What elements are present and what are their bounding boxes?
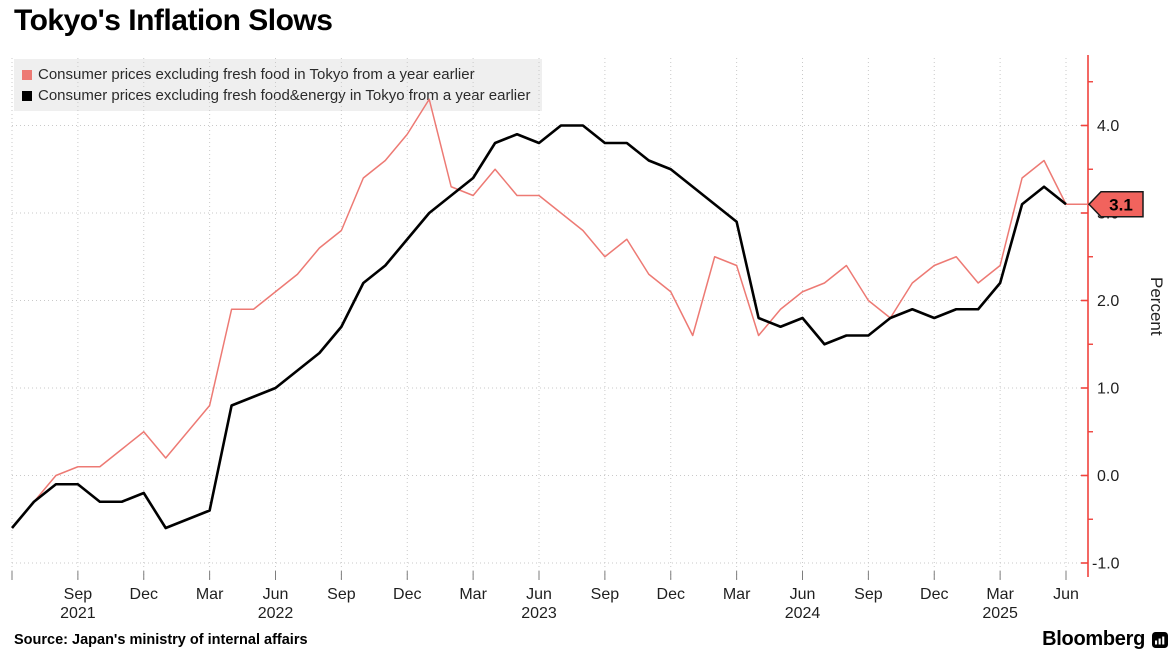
last-value-badge bbox=[1087, 191, 1144, 218]
x-tick-label: Jun bbox=[1053, 586, 1079, 603]
legend-label: Consumer prices excluding fresh food in … bbox=[38, 66, 475, 83]
x-tick-label: Sep bbox=[591, 586, 620, 603]
x-year-label: 2024 bbox=[785, 605, 821, 622]
x-tick-label: Mar bbox=[723, 586, 751, 603]
x-year-label: 2025 bbox=[982, 605, 1018, 622]
x-tick-label: Jun bbox=[790, 586, 816, 603]
x-year-label: 2021 bbox=[60, 605, 96, 622]
series-ex-fresh-food-line bbox=[11, 98, 1088, 529]
bloomberg-wordmark: Bloomberg bbox=[1042, 628, 1145, 650]
y-axis-title: Percent bbox=[1147, 277, 1166, 336]
y-tick-label: 4.0 bbox=[1097, 118, 1119, 135]
x-tick-label: Sep bbox=[854, 586, 883, 603]
x-tick-label: Dec bbox=[920, 586, 948, 603]
x-tick-label: Jun bbox=[526, 586, 552, 603]
legend-item-ex-fresh-food: Consumer prices excluding fresh food in … bbox=[22, 64, 530, 85]
legend-label: Consumer prices excluding fresh food&ene… bbox=[38, 87, 531, 104]
x-year-label: 2022 bbox=[258, 605, 294, 622]
series-ex-fresh-food-energy-line bbox=[11, 124, 1067, 530]
bloomberg-logo: Bloomberg bbox=[1042, 628, 1168, 651]
last-value-label: 3.1 bbox=[1109, 195, 1133, 214]
legend-swatch-black bbox=[22, 90, 32, 101]
legend-item-ex-fresh-food-energy: Consumer prices excluding fresh food&ene… bbox=[22, 85, 530, 106]
bloomberg-icon bbox=[1152, 631, 1168, 648]
x-tick-label: Mar bbox=[196, 586, 224, 603]
x-tick-label: Mar bbox=[986, 586, 1014, 603]
y-tick-label: -1.0 bbox=[1092, 556, 1120, 573]
x-tick-label: Dec bbox=[657, 586, 685, 603]
x-tick-label: Sep bbox=[327, 586, 356, 603]
x-tick-label: Sep bbox=[64, 586, 93, 603]
source-note: Source: Japan's ministry of internal aff… bbox=[14, 632, 308, 648]
x-tick-label: Jun bbox=[263, 586, 289, 603]
x-tick-label: Mar bbox=[459, 586, 487, 603]
x-year-label: 2023 bbox=[521, 605, 557, 622]
x-tick-label: Dec bbox=[393, 586, 421, 603]
legend-swatch-red bbox=[22, 69, 32, 80]
y-tick-label: 2.0 bbox=[1097, 293, 1119, 310]
legend: Consumer prices excluding fresh food in … bbox=[14, 59, 543, 111]
y-tick-label: 0.0 bbox=[1097, 468, 1119, 485]
page-title: Tokyo's Inflation Slows bbox=[14, 4, 333, 37]
y-tick-label: 3.0 bbox=[1097, 206, 1119, 223]
x-tick-label: Dec bbox=[130, 586, 158, 603]
y-tick-label: 1.0 bbox=[1097, 381, 1119, 398]
